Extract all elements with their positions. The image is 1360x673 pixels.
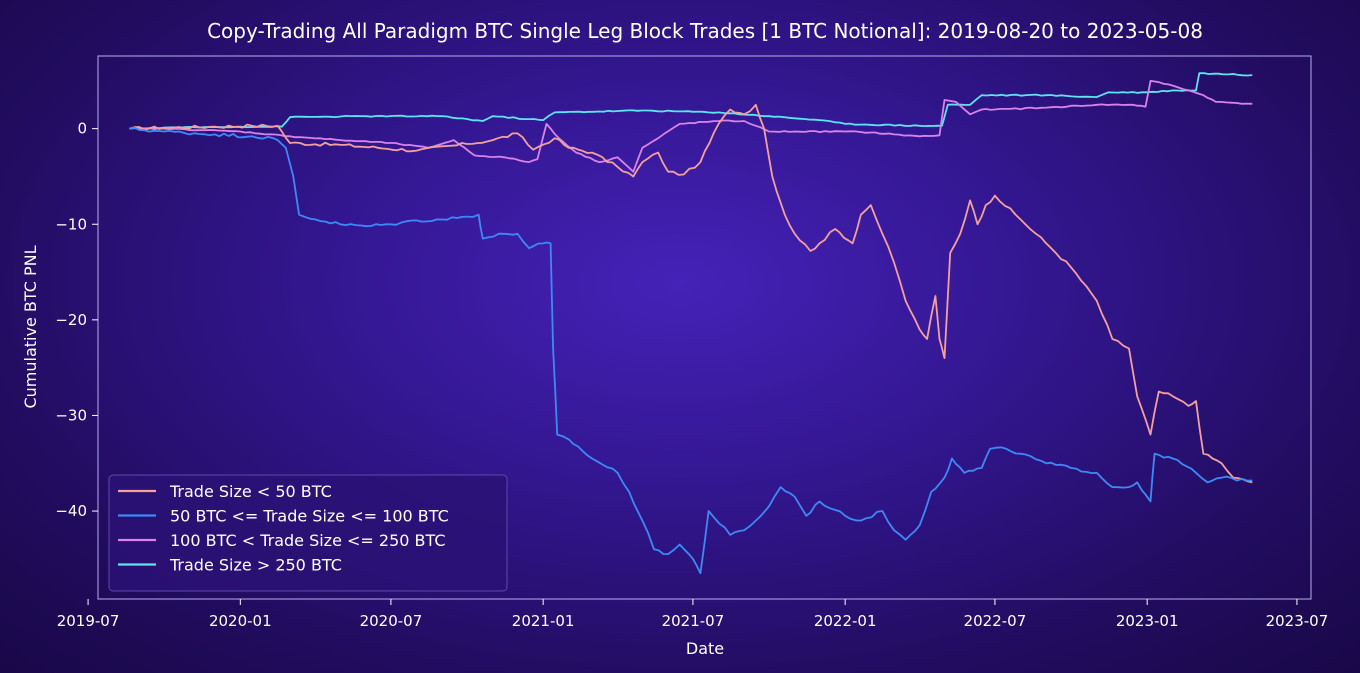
legend-label-1: Trade Size < 50 BTC — [169, 482, 332, 501]
x-tick-label: 2019-07 — [57, 612, 120, 630]
y-tick-label: 0 — [77, 120, 87, 138]
y-tick-label: −20 — [55, 311, 87, 329]
legend-box — [108, 474, 508, 592]
x-axis-label: Date — [686, 639, 724, 658]
series-line-1 — [129, 103, 1253, 484]
plot-area — [97, 55, 1312, 600]
x-tick-label: 2020-01 — [209, 612, 272, 630]
series-line-4 — [129, 72, 1253, 130]
legend-label-4: Trade Size > 250 BTC — [169, 556, 342, 575]
x-tick-label: 2023-07 — [1266, 612, 1329, 630]
series-line-3 — [129, 80, 1253, 173]
chart-title: Copy-Trading All Paradigm BTC Single Leg… — [207, 19, 1203, 43]
y-tick-label: −30 — [55, 406, 87, 424]
y-tick-label: −40 — [55, 502, 87, 520]
x-tick-label: 2023-01 — [1116, 612, 1179, 630]
legend-label-2: 50 BTC <= Trade Size <= 100 BTC — [170, 507, 449, 526]
y-tick-label: −10 — [55, 215, 87, 233]
series-line-2 — [129, 126, 1253, 575]
legend-label-3: 100 BTC < Trade Size <= 250 BTC — [170, 531, 446, 550]
x-tick-label: 2020-07 — [360, 612, 423, 630]
x-axis: 2019-07 2020-01 2020-07 2021-01 2021-07 2022-… — [57, 599, 1329, 630]
x-tick-label: 2022-07 — [964, 612, 1027, 630]
series-lines — [129, 72, 1253, 575]
legend: Trade Size < 50 BTC 50 BTC <= Trade Size … — [108, 474, 508, 592]
y-axis-label: Cumulative BTC PNL — [21, 245, 40, 408]
x-tick-label: 2021-07 — [662, 612, 725, 630]
x-tick-label: 2021-01 — [512, 612, 575, 630]
x-tick-label: 2022-01 — [814, 612, 877, 630]
y-axis: 0 −10 −20 −30 −40 — [55, 120, 98, 520]
